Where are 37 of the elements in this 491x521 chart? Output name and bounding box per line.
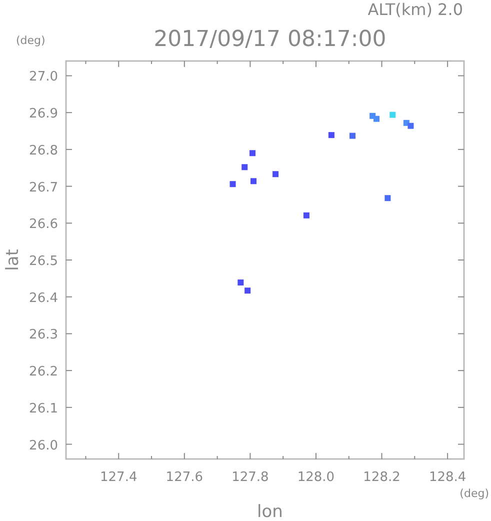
y-tick-label: 26.4	[29, 290, 58, 306]
x-tick-label: 127.4	[100, 470, 138, 485]
text: (deg)	[460, 487, 489, 500]
y-tick-label: 26.8	[29, 143, 58, 158]
y-tick-label: 26.1	[29, 401, 58, 416]
y-tick-label: 26.9	[29, 106, 58, 122]
y-tick-label: 26.0	[29, 438, 58, 454]
point	[242, 164, 248, 170]
y-tick-label: 26.7	[29, 180, 58, 196]
x-axis-title: lon	[257, 502, 283, 521]
x-tick-label: 128.2	[363, 470, 400, 485]
text: (deg)	[16, 34, 46, 47]
point	[408, 122, 414, 129]
x-tick-label: 127.8	[232, 470, 269, 485]
y-tick-label: 26.3	[29, 328, 58, 343]
x-tick-label: 127.6	[166, 470, 204, 485]
point	[250, 150, 256, 156]
point	[230, 181, 236, 188]
point	[303, 212, 310, 218]
point	[272, 171, 279, 178]
point	[384, 195, 391, 202]
y-tick-label: 26.2	[29, 364, 58, 380]
point	[238, 279, 244, 286]
x-tick-label: 128.4	[428, 470, 466, 485]
point	[390, 112, 396, 118]
point	[374, 116, 380, 122]
text: ALT(km) 2.0	[368, 0, 463, 19]
point	[328, 132, 334, 138]
point	[244, 288, 251, 294]
y-axis-title: lat	[3, 248, 23, 271]
y-tick-label: 26.5	[29, 254, 58, 269]
y-tick-label: 26.6	[29, 217, 58, 232]
y-tick-label: 27.0	[29, 70, 58, 85]
x-tick-label: 128.0	[297, 470, 335, 485]
point	[250, 178, 256, 184]
chart-title: 2017/09/17 08:17:00	[154, 27, 386, 52]
point	[349, 132, 356, 139]
